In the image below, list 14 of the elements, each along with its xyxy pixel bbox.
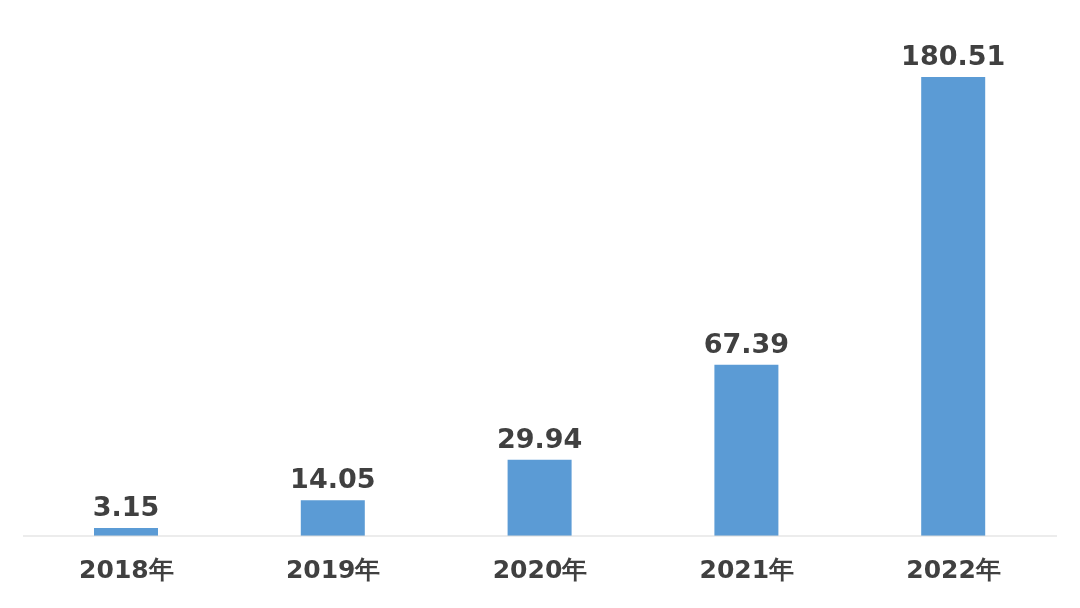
bar xyxy=(921,77,986,536)
x-tick-label: 2022年 xyxy=(906,554,1001,584)
data-label: 3.15 xyxy=(92,490,160,522)
x-tick-label: 2019年 xyxy=(285,554,381,584)
bar xyxy=(300,500,365,536)
data-label: 14.05 xyxy=(290,463,376,495)
bar xyxy=(714,364,779,536)
data-label: 29.94 xyxy=(496,422,583,454)
x-tick-label: 2020年 xyxy=(492,554,588,584)
x-tick-label: 2018年 xyxy=(79,554,174,584)
data-label: 67.39 xyxy=(703,327,790,359)
x-tick-label: 2021年 xyxy=(699,554,795,584)
data-label: 180.51 xyxy=(901,40,1006,71)
bar xyxy=(507,459,572,536)
